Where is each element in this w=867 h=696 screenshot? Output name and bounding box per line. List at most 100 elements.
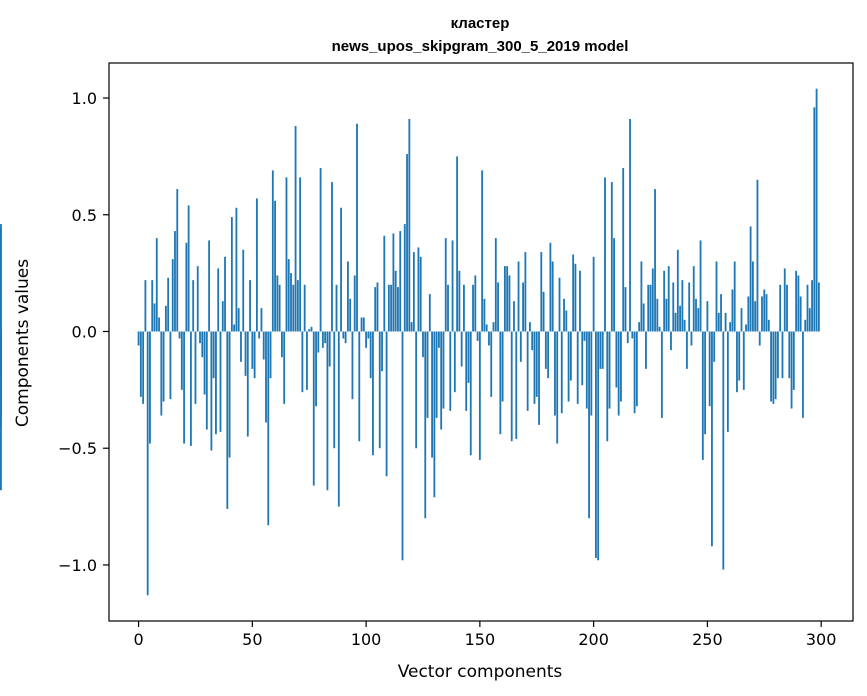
bar — [315, 331, 317, 407]
bar — [777, 331, 779, 379]
bar — [460, 331, 463, 367]
bar — [233, 324, 236, 332]
bar — [549, 242, 552, 332]
bar — [267, 331, 270, 526]
bar — [642, 303, 645, 332]
bar — [729, 322, 732, 332]
bar — [631, 331, 634, 339]
bar — [285, 177, 288, 332]
bar — [510, 331, 513, 442]
x-tick-label: 50 — [242, 630, 262, 649]
bar — [328, 331, 331, 367]
bar — [579, 270, 581, 332]
bar — [144, 280, 147, 332]
bar — [201, 331, 204, 358]
bar — [417, 247, 420, 332]
bar — [736, 331, 738, 393]
bar — [786, 284, 788, 332]
bar — [697, 308, 700, 332]
bar — [481, 170, 484, 332]
bar — [410, 322, 413, 332]
bar — [635, 331, 638, 407]
bar — [208, 240, 211, 332]
bar — [688, 282, 691, 332]
bar — [529, 322, 531, 332]
bar — [169, 331, 172, 400]
bar — [365, 331, 368, 348]
bar — [601, 331, 604, 369]
bar — [620, 331, 622, 402]
y-tick-label: −0.5 — [58, 439, 97, 458]
bar — [183, 331, 185, 444]
bar — [356, 123, 358, 332]
y-tick-label: 1.0 — [72, 89, 97, 108]
bar — [626, 331, 629, 344]
bar — [567, 331, 570, 402]
bar — [458, 270, 461, 332]
bar — [767, 319, 770, 332]
bar — [708, 331, 711, 407]
bar — [174, 231, 176, 332]
bar — [622, 168, 625, 332]
bar — [435, 331, 438, 418]
bar — [422, 331, 424, 358]
bar — [344, 331, 347, 344]
bar — [158, 317, 160, 332]
bar — [180, 331, 183, 390]
bar — [255, 198, 258, 332]
bar — [392, 233, 395, 332]
x-axis-label: Vector components — [398, 662, 563, 682]
bar — [419, 256, 422, 332]
bar — [797, 275, 800, 332]
bar — [756, 179, 759, 332]
bar — [349, 298, 352, 332]
bar — [408, 119, 411, 332]
bar — [720, 294, 722, 332]
bar — [749, 226, 752, 332]
bar — [576, 331, 579, 404]
bar — [335, 284, 338, 332]
bar — [585, 331, 588, 409]
bar — [633, 331, 636, 414]
bar — [167, 277, 170, 332]
bar — [774, 331, 777, 400]
bar — [467, 331, 470, 383]
bar — [569, 331, 572, 381]
bar — [538, 331, 540, 425]
bar-series — [0, 88, 820, 596]
bar — [667, 266, 670, 332]
bar — [0, 331, 2, 416]
x-tick-label: 0 — [133, 630, 143, 649]
bar — [212, 331, 215, 379]
bar — [394, 270, 397, 332]
bar — [308, 329, 311, 332]
bar — [0, 228, 2, 332]
bar — [424, 331, 427, 519]
bar — [387, 284, 390, 332]
bar — [319, 168, 322, 332]
bar — [374, 287, 377, 332]
bar — [262, 331, 265, 360]
bar — [160, 331, 163, 416]
bar — [360, 317, 363, 332]
bar — [651, 268, 654, 332]
bar — [692, 266, 695, 332]
bar — [815, 88, 818, 332]
bar — [608, 331, 611, 409]
bar — [804, 319, 807, 332]
bar — [269, 331, 272, 379]
bar — [240, 331, 242, 362]
bar — [176, 189, 179, 332]
bar — [265, 331, 267, 423]
bar — [629, 119, 631, 332]
bar — [215, 331, 217, 435]
bar — [660, 331, 663, 418]
bar — [474, 275, 477, 332]
bar — [599, 331, 602, 369]
bar — [802, 331, 804, 418]
bar — [440, 331, 443, 430]
bar — [811, 280, 813, 332]
bar — [699, 240, 702, 332]
bar — [244, 331, 247, 376]
bar — [203, 331, 206, 395]
